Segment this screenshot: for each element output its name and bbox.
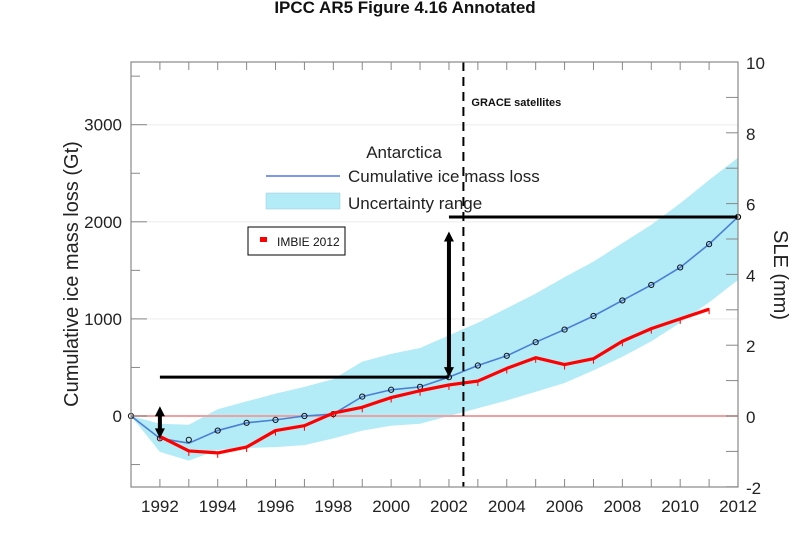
data-point-marker — [590, 312, 597, 320]
data-point-marker — [561, 326, 568, 333]
imbie-2012-line — [159, 307, 710, 455]
legend-label-uncertainty: Uncertainty range — [348, 194, 482, 213]
x-tick-label: 2010 — [661, 497, 699, 516]
y-tick-label-right: 10 — [746, 54, 765, 73]
legend-band-swatch — [265, 192, 341, 210]
data-point-marker — [185, 436, 192, 443]
y-tick-label-left: 2000 — [84, 213, 122, 232]
x-tick-label: 1992 — [141, 497, 179, 516]
imbie-legend-label: IMBIE 2012 — [277, 235, 340, 249]
x-tick-label: 2000 — [372, 497, 410, 516]
grace-satellites-label: GRACE satellites — [471, 97, 561, 109]
arrow-head-up — [443, 231, 454, 242]
x-tick-label: 2006 — [546, 497, 584, 516]
y-tick-label-right: 6 — [746, 196, 755, 215]
data-point-marker — [677, 264, 684, 271]
x-tick-label: 1994 — [199, 497, 237, 516]
y-tick-label-right: 8 — [746, 125, 755, 144]
annotation-layer: GRACE satellites IMBIE 2012 — [154, 62, 741, 487]
y-tick-label-right: -2 — [746, 479, 761, 498]
chart-title: IPCC AR5 Figure 4.16 Annotated — [274, 0, 536, 17]
legend: Antarctica Cumulative ice mass loss Uncert… — [265, 143, 540, 213]
uncertainty-band-layer — [131, 157, 738, 461]
y-axis-title-right: SLE (mm) — [769, 230, 791, 320]
data-point-marker — [503, 352, 510, 359]
data-point-marker — [301, 412, 308, 420]
arrow-head-down — [443, 367, 454, 378]
y-tick-label-left: 0 — [113, 407, 122, 426]
y-tick-label-left: 1000 — [84, 310, 122, 329]
x-tick-label: 2008 — [603, 497, 641, 516]
cumulative-mass-loss-line — [130, 216, 739, 445]
uncertainty-band — [131, 157, 738, 461]
y-tick-label-right: 4 — [746, 266, 755, 285]
series-layer — [127, 213, 742, 458]
data-point-marker — [474, 362, 481, 369]
x-tick-label: 1998 — [314, 497, 352, 516]
x-tick-label: 1996 — [257, 497, 295, 516]
data-point-marker — [272, 416, 279, 423]
legend-title: Antarctica — [366, 143, 442, 162]
data-point-marker — [359, 393, 366, 400]
y-tick-label-right: 2 — [746, 337, 755, 356]
data-point-marker — [532, 339, 539, 346]
x-tick-label: 2004 — [488, 497, 526, 516]
data-point-marker — [214, 427, 221, 434]
data-point-marker — [243, 419, 250, 426]
data-point-marker — [648, 281, 655, 289]
legend-label-mass-loss: Cumulative ice mass loss — [348, 167, 540, 186]
x-tick-label: 2012 — [719, 497, 757, 516]
y-tick-label-right: 0 — [746, 408, 755, 427]
imbie-legend-swatch — [260, 237, 267, 242]
data-point-marker — [388, 386, 395, 393]
arrow-head-down — [154, 428, 165, 439]
axes-layer: 1992 1994 1996 1998 2000 2002 2004 2006 2008 2010… — [61, 54, 791, 516]
x-tick-label: 2002 — [430, 497, 468, 516]
data-point-marker — [705, 241, 713, 248]
data-point-marker — [619, 297, 626, 304]
y-tick-label-left: 3000 — [84, 116, 122, 135]
y-axis-title-left: Cumulative ice mass loss (Gt) — [61, 141, 83, 407]
arrow-head-up — [154, 406, 165, 417]
